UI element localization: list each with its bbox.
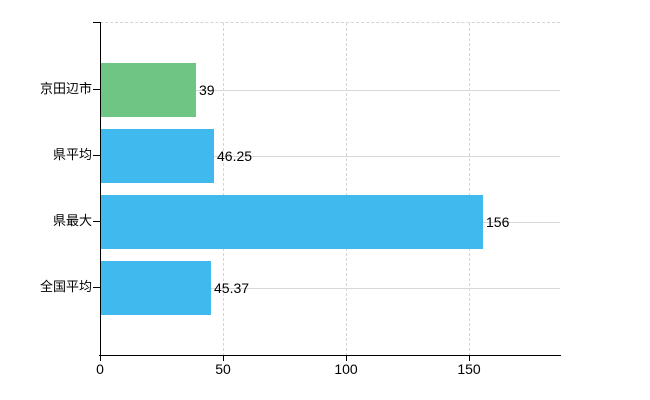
x-axis-tick bbox=[223, 356, 224, 361]
bar bbox=[100, 261, 211, 315]
bar bbox=[100, 195, 483, 249]
grid-hline bbox=[100, 90, 560, 91]
y-axis-line bbox=[100, 22, 101, 356]
plot-area: 39 46.25 156 45.37 bbox=[100, 22, 560, 356]
value-label: 39 bbox=[199, 82, 215, 98]
grid-hline bbox=[100, 156, 560, 157]
bar bbox=[100, 63, 196, 117]
category-label: 県最大 bbox=[52, 213, 92, 228]
grid-vline-150 bbox=[469, 23, 470, 356]
category-label: 全国平均 bbox=[39, 279, 92, 294]
grid-vline-100 bbox=[346, 23, 347, 356]
x-axis-tick bbox=[469, 356, 470, 361]
x-tick-label: 0 bbox=[96, 361, 104, 377]
x-tick-label: 100 bbox=[334, 361, 358, 377]
x-axis-tick bbox=[100, 356, 101, 361]
value-label: 46.25 bbox=[217, 148, 253, 164]
x-axis-line bbox=[99, 355, 561, 356]
y-axis-tick bbox=[93, 287, 100, 288]
value-label: 45.37 bbox=[214, 280, 250, 296]
category-label: 県平均 bbox=[52, 147, 92, 162]
y-axis-tick bbox=[93, 155, 100, 156]
x-tick-label: 150 bbox=[457, 361, 481, 377]
category-label: 京田辺市 bbox=[39, 81, 92, 96]
y-axis-tick bbox=[93, 221, 100, 222]
grid-hline bbox=[100, 288, 560, 289]
grid-vline-50 bbox=[223, 23, 224, 356]
y-axis-tick bbox=[93, 89, 100, 90]
x-tick-label: 50 bbox=[215, 361, 231, 377]
bar bbox=[100, 129, 214, 183]
y-axis-tick bbox=[93, 22, 100, 23]
value-label: 156 bbox=[486, 214, 510, 230]
x-axis-tick bbox=[346, 356, 347, 361]
